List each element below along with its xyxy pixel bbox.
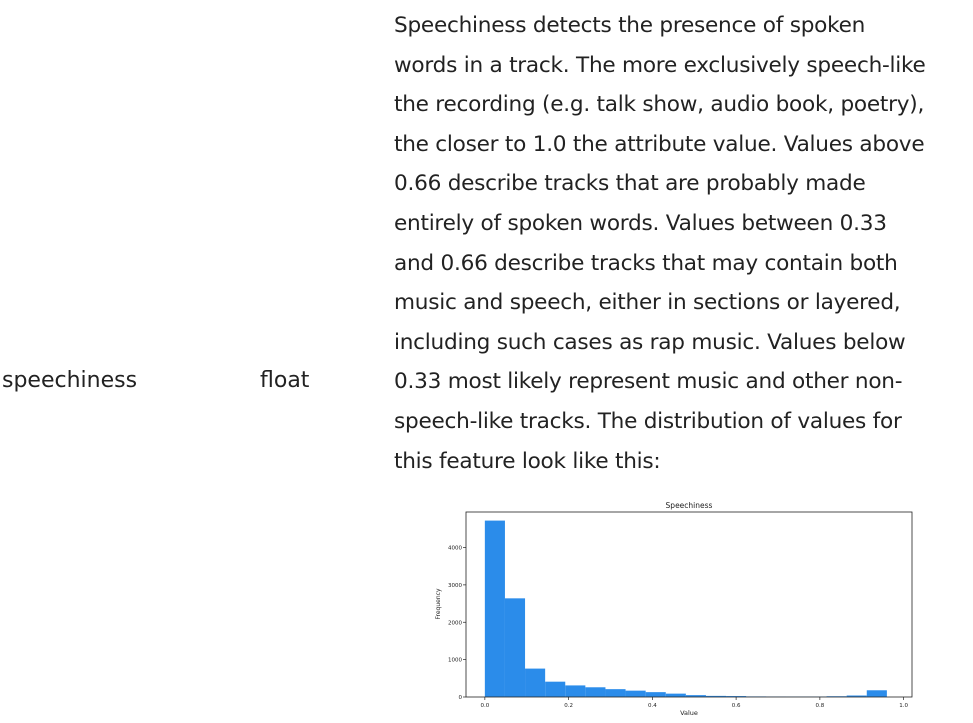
description-line: words in a track. The more exclusively s… bbox=[394, 52, 926, 78]
y-tick-label: 0 bbox=[459, 695, 463, 701]
description-line: Speechiness detects the presence of spok… bbox=[394, 13, 866, 38]
plot-frame bbox=[465, 511, 913, 698]
y-tick-label: 3000 bbox=[448, 583, 462, 589]
x-ticks: 0.0 0.2 0.4 0.6 0.8 1.0 bbox=[480, 697, 908, 709]
histogram-bar bbox=[685, 695, 706, 697]
histogram-bar bbox=[705, 695, 727, 697]
histogram-svg: Speechiness 0.0 0.2 0.4 0.6 0.8 1.0 0 1000 2000… bbox=[435, 501, 913, 717]
histogram-bar bbox=[726, 696, 747, 697]
description-line: the closer to 1.0 the attribute value. V… bbox=[394, 131, 925, 157]
histogram-bar bbox=[665, 693, 686, 697]
x-tick-label: 0.4 bbox=[648, 703, 657, 709]
description-line: entirely of spoken words. Values between… bbox=[394, 210, 887, 236]
histogram-bar bbox=[484, 520, 505, 697]
histogram-bar bbox=[585, 687, 606, 697]
histogram-bar bbox=[846, 695, 867, 697]
x-tick-label: 0.8 bbox=[815, 703, 824, 709]
histogram-bar bbox=[605, 689, 626, 697]
histogram-bar bbox=[645, 692, 666, 697]
description-line: this feature look like this: bbox=[394, 448, 661, 474]
bars-layer bbox=[484, 520, 887, 697]
description-line: 0.33 most likely represent music and oth… bbox=[394, 369, 903, 395]
histogram-bar bbox=[525, 668, 546, 697]
histogram-bar bbox=[504, 598, 526, 697]
description-line: speech-like tracks. The distribution of … bbox=[394, 408, 902, 434]
description-line: 0.66 describe tracks that are probably m… bbox=[394, 171, 866, 197]
feature-description-cell: Speechiness detects the presence of spok… bbox=[394, 6, 968, 481]
feature-type-cell: float bbox=[260, 368, 310, 393]
y-tick-label: 4000 bbox=[448, 546, 462, 552]
y-axis-label: Frequency bbox=[435, 588, 442, 619]
speechiness-histogram: Speechiness 0.0 0.2 0.4 0.6 0.8 1.0 0 1000 2000… bbox=[422, 497, 922, 719]
y-ticks: 0 1000 2000 3000 4000 bbox=[448, 546, 466, 701]
description-line: and 0.66 describe tracks that may contai… bbox=[394, 250, 898, 276]
x-axis-label: Value bbox=[680, 709, 698, 717]
x-tick-label: 1.0 bbox=[899, 703, 908, 709]
feature-name-cell: speechiness bbox=[2, 368, 138, 393]
description-line: the recording (e.g. talk show, audio boo… bbox=[394, 92, 925, 118]
x-tick-label: 0.2 bbox=[564, 703, 573, 709]
x-tick-label: 0.6 bbox=[732, 703, 741, 709]
description-line: including such cases as rap music. Value… bbox=[394, 329, 906, 355]
y-tick-label: 2000 bbox=[448, 620, 462, 626]
histogram-bar bbox=[565, 685, 586, 697]
x-tick-label: 0.0 bbox=[480, 703, 489, 709]
histogram-bar bbox=[545, 681, 566, 697]
description-line: music and speech, either in sections or … bbox=[394, 290, 901, 316]
histogram-bar bbox=[866, 690, 887, 697]
y-tick-label: 1000 bbox=[448, 658, 462, 664]
chart-title: Speechiness bbox=[666, 501, 713, 510]
histogram-bar bbox=[625, 690, 646, 697]
